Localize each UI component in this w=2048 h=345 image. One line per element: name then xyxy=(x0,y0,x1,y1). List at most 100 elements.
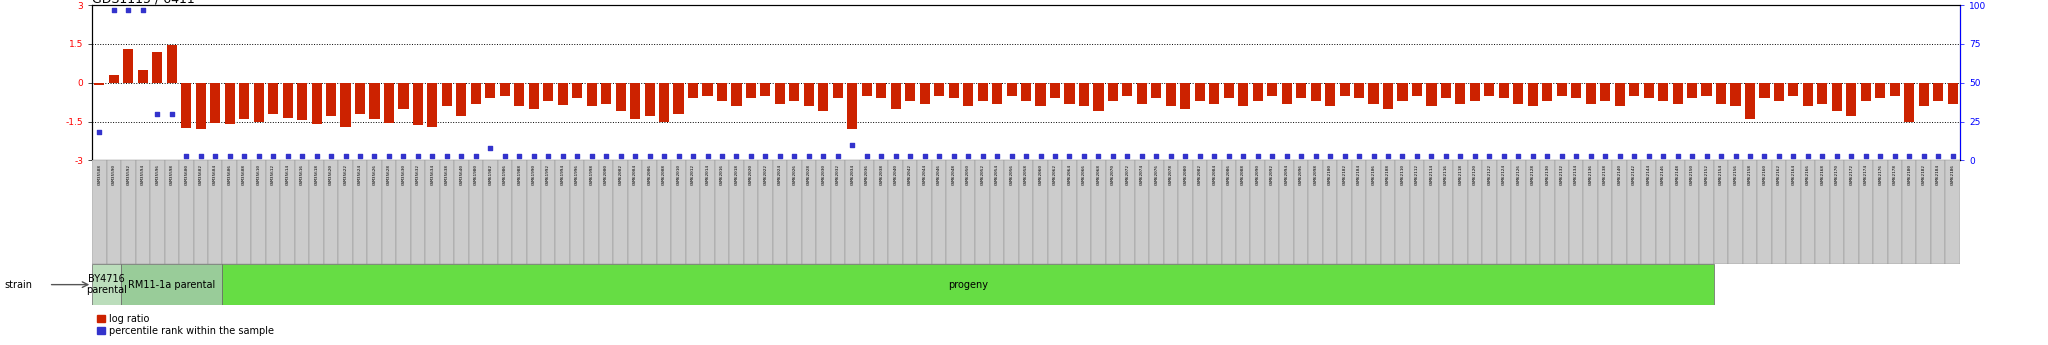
Point xyxy=(1038,153,1071,158)
Text: GSM35614: GSM35614 xyxy=(285,164,289,185)
Point xyxy=(459,153,492,158)
Point xyxy=(750,153,782,158)
Bar xyxy=(602,83,610,104)
Bar xyxy=(860,160,874,264)
Text: GSM62056: GSM62056 xyxy=(1010,164,1014,185)
Bar xyxy=(1686,160,1700,264)
Text: GSM62012: GSM62012 xyxy=(690,164,694,185)
Text: GSM62146: GSM62146 xyxy=(1661,164,1665,185)
Point xyxy=(1516,153,1548,158)
Bar xyxy=(1454,160,1468,264)
Point xyxy=(604,153,637,158)
Point xyxy=(1255,153,1288,158)
Bar xyxy=(1731,83,1741,106)
Bar xyxy=(1513,83,1524,104)
Text: GSM62042: GSM62042 xyxy=(907,164,911,185)
Text: GSM62088: GSM62088 xyxy=(1241,164,1245,185)
Bar xyxy=(788,83,799,101)
Bar xyxy=(631,83,641,119)
Bar xyxy=(1339,83,1350,96)
Bar xyxy=(1077,160,1092,264)
Text: GSM62102: GSM62102 xyxy=(1343,164,1348,185)
Point xyxy=(1733,153,1765,158)
Bar xyxy=(772,160,786,264)
Bar xyxy=(225,83,236,124)
Point xyxy=(127,7,160,13)
Bar xyxy=(1018,160,1034,264)
Bar xyxy=(963,83,973,106)
Bar xyxy=(1137,83,1147,104)
Point xyxy=(924,153,956,158)
Point xyxy=(1749,153,1782,158)
Bar xyxy=(240,83,250,119)
Text: GSM62138: GSM62138 xyxy=(1604,164,1608,185)
Point xyxy=(1835,153,1868,158)
Bar xyxy=(1743,160,1757,264)
Point xyxy=(1212,153,1245,158)
Text: GSM62058: GSM62058 xyxy=(1024,164,1028,185)
Point xyxy=(1270,153,1303,158)
Point xyxy=(850,153,883,158)
Point xyxy=(1401,153,1434,158)
Bar xyxy=(1673,83,1683,104)
Point xyxy=(1298,153,1331,158)
Point xyxy=(444,153,477,158)
Bar xyxy=(426,160,440,264)
Bar xyxy=(1022,83,1030,101)
Bar xyxy=(1716,83,1726,104)
Bar xyxy=(1296,83,1307,98)
Text: GSM35612: GSM35612 xyxy=(270,164,274,185)
Bar xyxy=(991,83,1001,104)
Text: GSM62052: GSM62052 xyxy=(981,164,985,185)
Bar xyxy=(700,160,715,264)
Text: GSM62054: GSM62054 xyxy=(995,164,999,185)
Text: GSM35632: GSM35632 xyxy=(416,164,420,185)
Text: GSM62066: GSM62066 xyxy=(1081,164,1085,185)
Bar xyxy=(760,83,770,96)
Text: GSM62120: GSM62120 xyxy=(1473,164,1477,185)
Bar xyxy=(1585,83,1595,104)
Bar xyxy=(819,83,827,111)
Text: GSM62040: GSM62040 xyxy=(893,164,897,185)
Bar xyxy=(1442,83,1450,98)
Bar xyxy=(381,160,395,264)
Bar xyxy=(498,160,512,264)
Point xyxy=(647,153,680,158)
Text: GSM62078: GSM62078 xyxy=(1169,164,1174,185)
Bar xyxy=(1640,160,1657,264)
Bar xyxy=(948,83,958,98)
Point xyxy=(518,153,551,158)
Text: GSM62170: GSM62170 xyxy=(1835,164,1839,185)
Point xyxy=(618,153,651,158)
Bar xyxy=(975,160,989,264)
Point xyxy=(1675,153,1708,158)
Bar xyxy=(920,83,930,104)
Bar xyxy=(758,160,772,264)
Point xyxy=(1778,153,1810,158)
Bar xyxy=(1540,160,1554,264)
Point xyxy=(676,153,709,158)
Bar xyxy=(266,160,281,264)
Point xyxy=(315,153,348,158)
Text: GSM62034: GSM62034 xyxy=(850,164,854,185)
Bar xyxy=(616,83,627,111)
Bar xyxy=(1614,83,1624,106)
Point xyxy=(1110,153,1143,158)
Bar xyxy=(514,83,524,106)
Point xyxy=(864,153,897,158)
Bar xyxy=(903,160,918,264)
Bar xyxy=(1497,160,1511,264)
Point xyxy=(952,153,985,158)
Bar xyxy=(457,83,467,117)
Text: GSM62068: GSM62068 xyxy=(1096,164,1100,185)
Point xyxy=(879,153,911,158)
Bar xyxy=(555,160,569,264)
Text: GSM62162: GSM62162 xyxy=(1778,164,1782,185)
Point xyxy=(1806,153,1839,158)
Bar xyxy=(471,83,481,104)
Point xyxy=(1632,153,1665,158)
Point xyxy=(1878,153,1911,158)
Bar xyxy=(1325,83,1335,106)
Text: GSM62136: GSM62136 xyxy=(1589,164,1593,185)
Bar xyxy=(1266,160,1280,264)
